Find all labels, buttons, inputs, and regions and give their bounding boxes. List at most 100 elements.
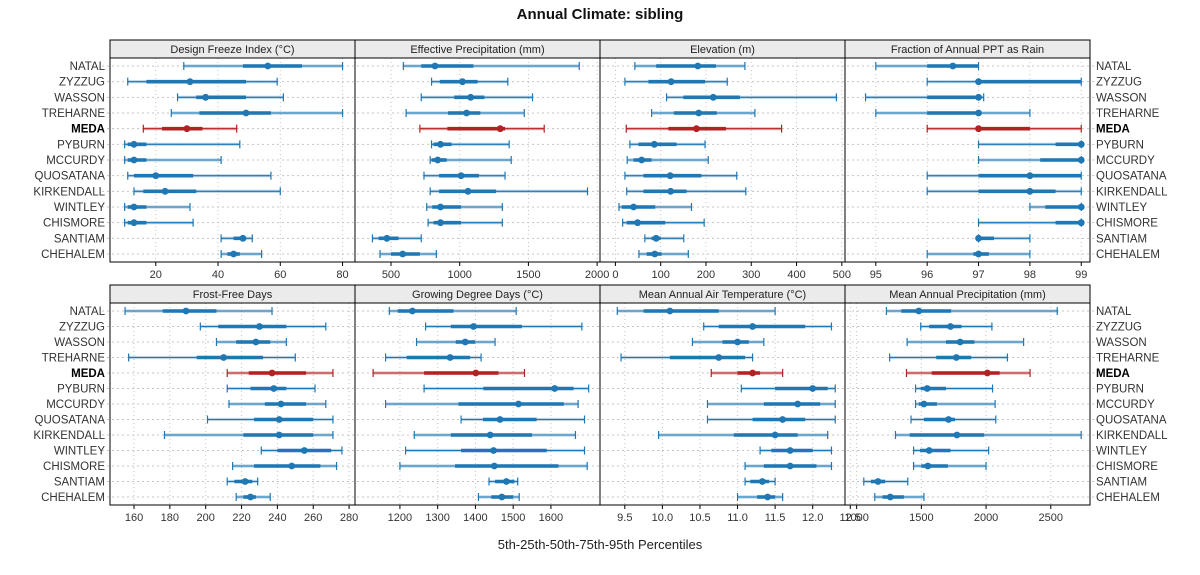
series-design-freeze-index-wintley xyxy=(124,203,191,211)
site-label-left-treharne: TREHARNE xyxy=(42,353,106,365)
median-dot xyxy=(431,62,439,70)
site-label-left-santiam: SANTIAM xyxy=(54,233,105,245)
series-fraction-ppt-as-rain-mccurdy xyxy=(977,156,1085,164)
tick-label-frost-free-days: 260 xyxy=(304,512,322,524)
series-fraction-ppt-as-rain-pyburn xyxy=(977,140,1085,149)
median-dot xyxy=(947,323,954,330)
strip-title-design-freeze-index: Design Freeze Index (°C) xyxy=(170,44,294,56)
median-dot xyxy=(457,172,465,180)
tick-label-mean-annual-precipitation: 2500 xyxy=(1039,512,1063,524)
series-frost-free-days-chehalem xyxy=(235,493,271,501)
series-design-freeze-index-santiam xyxy=(220,234,253,243)
series-growing-degree-days-chismore xyxy=(399,462,588,470)
series-mean-annual-air-temperature-wasson xyxy=(691,338,765,346)
median-dot xyxy=(264,62,272,70)
median-dot xyxy=(277,400,285,408)
series-mean-annual-air-temperature-kirkendall xyxy=(658,431,829,439)
tick-label-fraction-ppt-as-rain: 96 xyxy=(921,269,933,281)
median-dot xyxy=(630,203,637,211)
series-effective-precipitation-quosatana xyxy=(423,171,506,180)
tick-label-elevation: 400 xyxy=(787,269,805,281)
median-dot xyxy=(1077,219,1085,227)
series-design-freeze-index-mccurdy xyxy=(124,156,222,164)
site-label-right-treharne: TREHARNE xyxy=(1096,353,1160,365)
series-design-freeze-index-kirkendall xyxy=(133,187,281,196)
series-effective-precipitation-natal xyxy=(402,62,580,70)
series-fraction-ppt-as-rain-chismore xyxy=(977,218,1085,227)
series-mean-annual-precipitation-wasson xyxy=(906,338,1025,346)
tick-label-fraction-ppt-as-rain: 98 xyxy=(1024,269,1036,281)
median-dot xyxy=(975,78,982,86)
tick-label-mean-annual-air-temperature: 12.5 xyxy=(840,512,861,524)
site-label-right-mccurdy: MCCURDY xyxy=(1096,155,1155,167)
median-dot xyxy=(130,140,138,148)
series-mean-annual-air-temperature-pyburn xyxy=(740,384,836,393)
site-label-left-chehalem: CHEHALEM xyxy=(41,492,105,504)
median-dot xyxy=(467,93,475,101)
tick-label-design-freeze-index: 80 xyxy=(336,269,348,281)
site-label-left-chismore: CHISMORE xyxy=(43,218,105,230)
site-label-left-wasson: WASSON xyxy=(54,92,105,104)
tick-label-growing-degree-days: 1400 xyxy=(463,512,487,524)
median-dot xyxy=(161,187,169,195)
tick-label-growing-degree-days: 1300 xyxy=(425,512,449,524)
site-label-left-santiam: SANTIAM xyxy=(54,477,105,489)
median-dot xyxy=(459,78,466,86)
series-mean-annual-precipitation-chismore xyxy=(912,462,987,470)
site-label-right-chehalem: CHEHALEM xyxy=(1096,492,1160,504)
median-dot xyxy=(638,156,646,164)
median-dot xyxy=(651,250,659,258)
series-elevation-chehalem xyxy=(638,250,689,258)
series-mean-annual-precipitation-santiam xyxy=(863,477,909,486)
median-dot xyxy=(667,187,675,195)
site-label-left-zyzzug: ZYZZUG xyxy=(59,77,105,89)
series-effective-precipitation-zyzzug xyxy=(430,77,509,86)
median-dot xyxy=(252,338,260,346)
median-dot xyxy=(666,172,674,180)
median-dot xyxy=(925,447,933,454)
series-fraction-ppt-as-rain-chehalem xyxy=(926,250,1031,258)
tick-label-frost-free-days: 180 xyxy=(161,512,179,524)
series-mean-annual-precipitation-meda xyxy=(905,369,1031,377)
median-dot xyxy=(152,172,160,180)
median-dot xyxy=(472,369,480,377)
series-effective-precipitation-santiam xyxy=(371,234,422,243)
site-label-right-wasson: WASSON xyxy=(1096,337,1147,349)
series-frost-free-days-natal xyxy=(124,307,273,315)
median-dot xyxy=(515,400,522,408)
strip-title-frost-free-days: Frost-Free Days xyxy=(193,289,273,301)
series-growing-degree-days-santiam xyxy=(488,477,519,486)
site-label-left-pyburn: PYBURN xyxy=(57,384,105,396)
series-elevation-zyzzug xyxy=(624,77,728,86)
median-dot xyxy=(383,234,391,242)
median-dot xyxy=(182,307,190,315)
series-mean-annual-air-temperature-quosatana xyxy=(706,415,836,424)
site-label-right-quosatana: QUOSATANA xyxy=(1096,415,1167,427)
series-effective-precipitation-pyburn xyxy=(430,140,510,149)
tick-label-frost-free-days: 240 xyxy=(268,512,286,524)
median-dot xyxy=(502,478,510,485)
series-frost-free-days-wintley xyxy=(260,446,343,455)
chart-title: Annual Climate: sibling xyxy=(516,6,684,23)
series-mean-annual-precipitation-wintley xyxy=(912,446,990,455)
median-dot xyxy=(945,416,952,423)
tick-label-elevation: 0 xyxy=(612,269,618,281)
series-design-freeze-index-chismore xyxy=(124,218,194,227)
series-frost-free-days-wasson xyxy=(215,338,287,346)
site-label-right-kirkendall: KIRKENDALL xyxy=(1096,430,1168,442)
site-label-left-treharne: TREHARNE xyxy=(42,108,106,120)
median-dot xyxy=(461,338,469,346)
median-dot xyxy=(1077,156,1085,164)
series-mean-annual-air-temperature-chehalem xyxy=(736,493,784,501)
tick-label-mean-annual-air-temperature: 11.5 xyxy=(765,512,786,524)
series-effective-precipitation-wasson xyxy=(420,93,534,102)
site-label-left-meda: MEDA xyxy=(71,124,105,136)
tick-label-elevation: 100 xyxy=(652,269,670,281)
tick-label-frost-free-days: 220 xyxy=(232,512,250,524)
median-dot xyxy=(952,354,960,361)
site-label-left-quosatana: QUOSATANA xyxy=(35,171,106,183)
tick-label-elevation: 200 xyxy=(697,269,715,281)
median-dot xyxy=(247,493,254,501)
site-label-left-wintley: WINTLEY xyxy=(54,202,105,214)
tick-label-mean-annual-air-temperature: 11.0 xyxy=(727,512,748,524)
